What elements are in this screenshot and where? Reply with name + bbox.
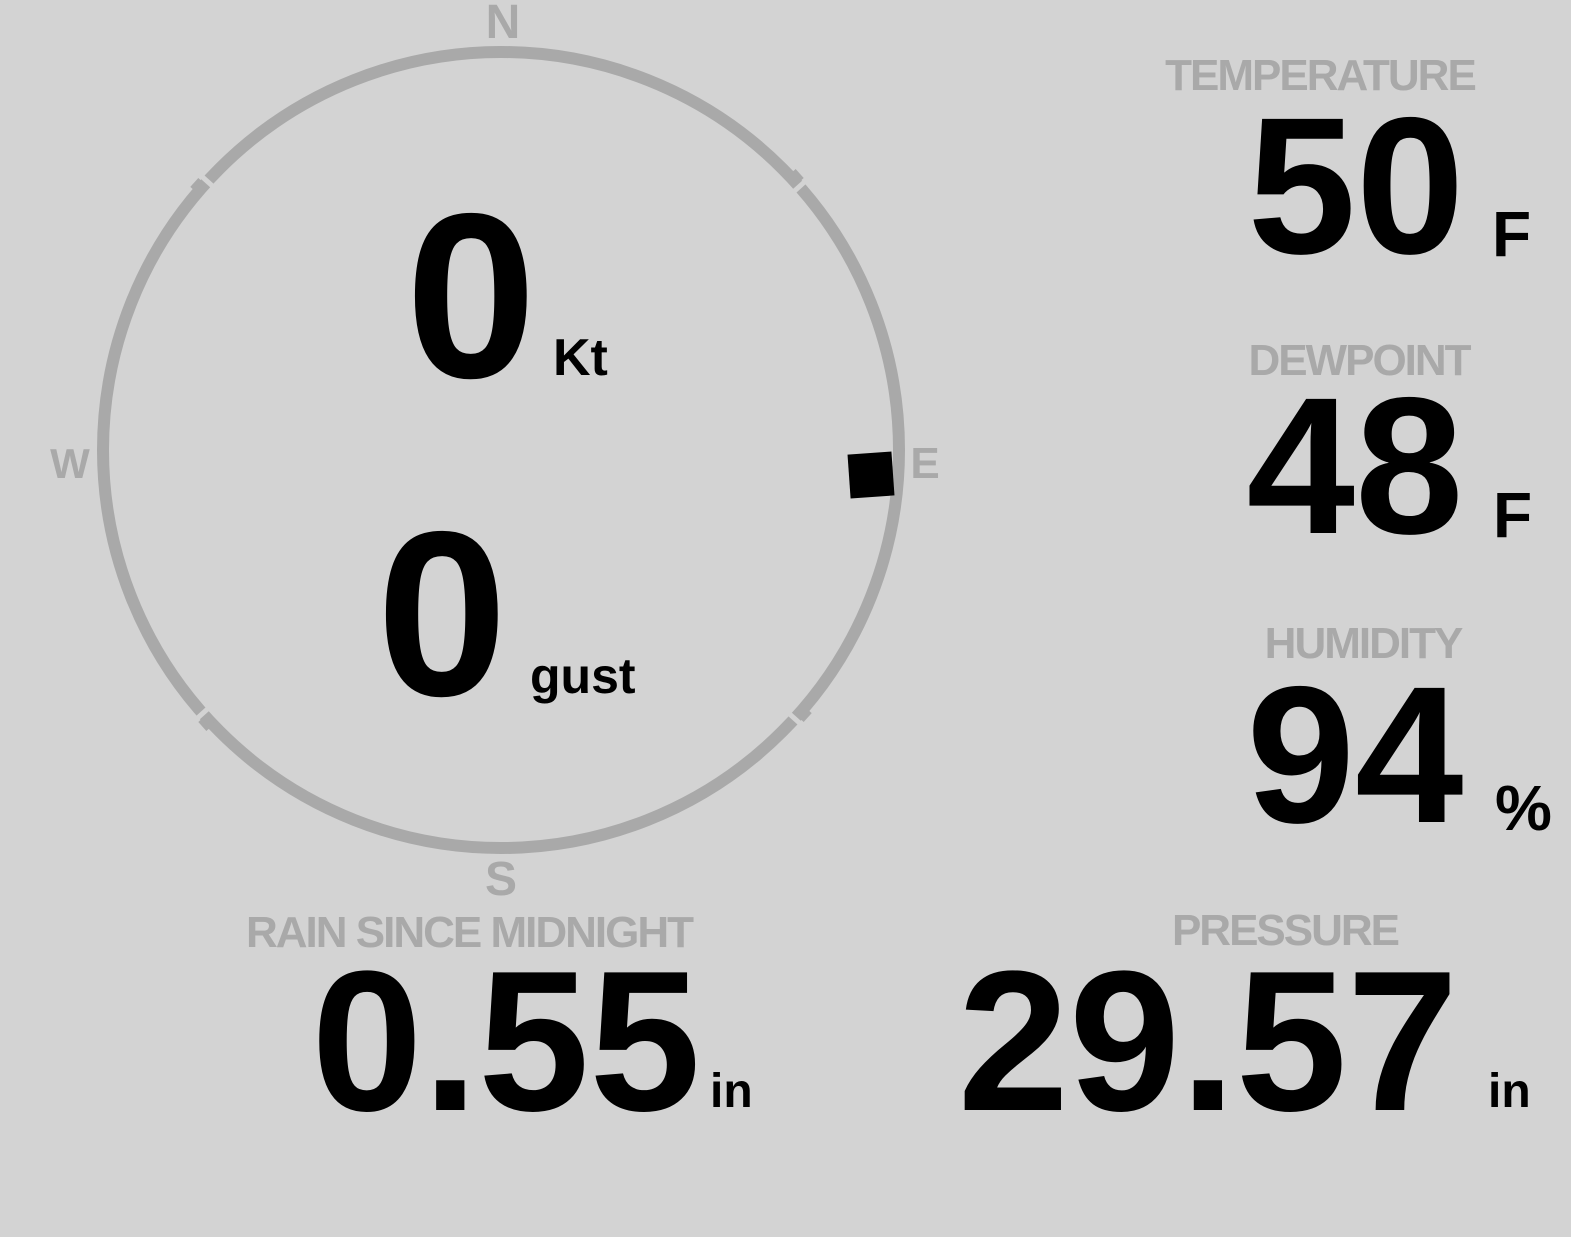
wind-speed-value: 0 <box>406 164 537 427</box>
compass-tick-se <box>786 705 812 727</box>
compass-tick-sw <box>194 705 215 731</box>
compass-ring <box>97 46 905 854</box>
pressure-unit: in <box>1488 1065 1531 1118</box>
wind-speed-unit: Kt <box>553 329 608 387</box>
wind-gust-unit: gust <box>530 648 636 704</box>
compass-tick-ne-blob <box>787 169 804 186</box>
temperature-unit: F <box>1492 198 1531 270</box>
pressure-label: PRESSURE <box>1172 906 1399 955</box>
humidity-value: 94 <box>1247 646 1464 864</box>
compass-label-west: W <box>50 440 90 487</box>
compass-tick-sw-blob <box>198 714 215 731</box>
dewpoint-label: DEWPOINT <box>1248 336 1471 385</box>
dewpoint-unit: F <box>1493 479 1532 551</box>
compass-label-south: S <box>485 853 517 906</box>
compass-tick-ne-gap <box>790 178 808 195</box>
humidity-unit: % <box>1495 772 1552 844</box>
humidity-label: HUMIDITY <box>1265 619 1463 668</box>
compass-label-north: N <box>486 0 521 49</box>
temperature-label: TEMPERATURE <box>1165 51 1475 100</box>
compass-tick-ne <box>787 169 808 195</box>
rain-since-midnight-value: 0.55 <box>311 930 700 1153</box>
compass-tick-nw <box>190 173 216 195</box>
compass-tick-se-gap <box>786 710 804 727</box>
dewpoint-value: 48 <box>1247 357 1464 575</box>
rain-since-midnight-label: RAIN SINCE MIDNIGHT <box>246 908 694 957</box>
rain-since-midnight-unit: in <box>710 1065 753 1118</box>
compass-tick-nw-blob <box>190 177 207 195</box>
wind-direction-marker <box>847 451 895 499</box>
compass-label-east: E <box>910 439 939 488</box>
compass-tick-sw-gap <box>194 705 212 722</box>
pressure-value: 29.57 <box>958 930 1459 1153</box>
wind-direction-marker-square <box>847 451 895 499</box>
temperature-value: 50 <box>1248 77 1465 295</box>
compass-tick-nw-gap <box>198 173 216 190</box>
wind-gust-value: 0 <box>377 482 508 745</box>
compass-tick-se-blob <box>795 705 812 723</box>
